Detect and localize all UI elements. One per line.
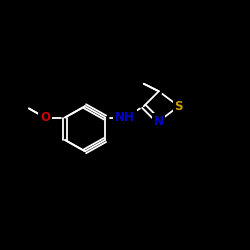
Text: N: N <box>154 115 164 128</box>
Text: S: S <box>174 100 183 113</box>
Text: O: O <box>40 111 50 124</box>
Text: NH: NH <box>115 111 135 124</box>
